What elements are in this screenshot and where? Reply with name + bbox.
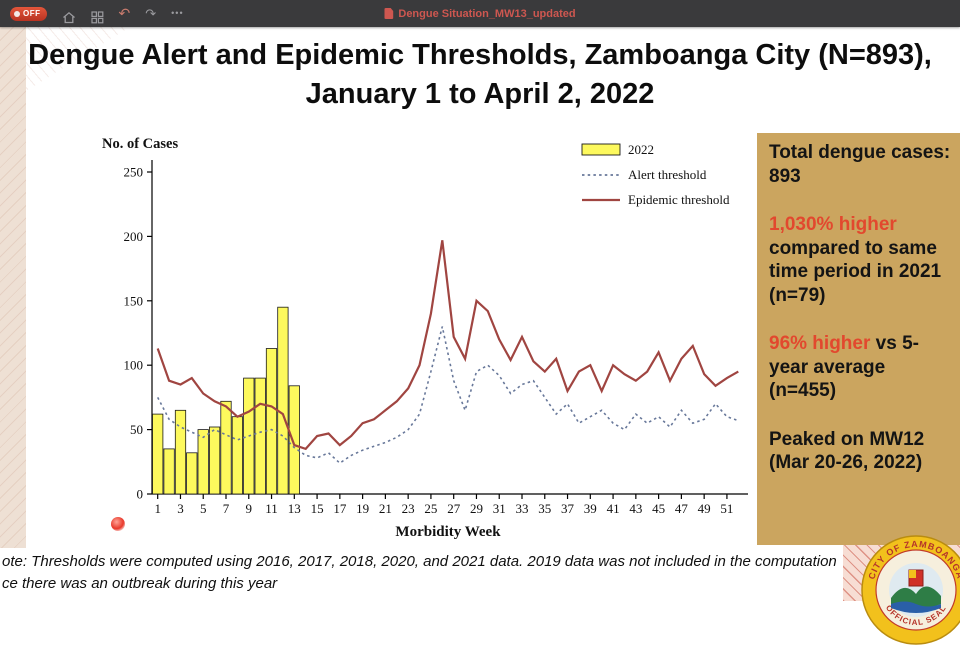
x-axis-label: Morbidity Week (395, 524, 501, 540)
home-icon[interactable] (62, 4, 76, 24)
x-tick-label: 29 (470, 501, 483, 516)
x-tick-label: 43 (629, 501, 642, 516)
y-tick-label: 150 (124, 293, 144, 308)
footnote-line2: ce there was an outbreak during this yea… (2, 575, 278, 592)
chart-legend: 2022 Alert threshold Epidemic threshold (581, 142, 730, 207)
slide-title-line2: January 1 to April 2, 2022 (305, 78, 655, 110)
redo-icon[interactable]: ↷ (145, 6, 157, 21)
x-tick-label: 31 (493, 501, 506, 516)
footnote: ote: Thresholds were computed using 2016… (2, 551, 942, 595)
footnote-line1: ote: Thresholds were computed using 2016… (2, 553, 837, 570)
document-title-bar: Dengue Situation_MW13_updated (384, 7, 576, 20)
increase-vs-average-text: 96% higher vs 5-year average (n=455) (769, 333, 919, 401)
x-tick-label: 49 (698, 501, 711, 516)
x-tick-label: 23 (402, 501, 415, 516)
x-tick-label: 17 (333, 501, 347, 516)
y-axis-label: No. of Cases (102, 136, 178, 152)
x-tick-label: 13 (288, 501, 301, 516)
x-tick-label: 1 (154, 501, 161, 516)
x-tick-label: 37 (561, 501, 575, 516)
x-tick-label: 11 (265, 501, 278, 516)
y-tick-label: 0 (137, 487, 144, 502)
x-tick-label: 27 (447, 501, 461, 516)
x-tick-label: 15 (311, 501, 324, 516)
record-badge[interactable]: OFF (10, 6, 47, 21)
svg-text:Epidemic threshold: Epidemic threshold (628, 192, 730, 207)
x-tick-label: 9 (246, 501, 253, 516)
x-tick-label: 5 (200, 501, 207, 516)
seal-shield-quarter (909, 570, 916, 578)
document-title: Dengue Situation_MW13_updated (398, 7, 576, 20)
y-tick-label: 250 (124, 165, 144, 180)
y-tick-label: 200 (124, 229, 144, 244)
x-tick-label: 35 (538, 501, 551, 516)
peak-week-text: Peaked on MW12 (Mar 20-26, 2022) (769, 428, 925, 474)
svg-text:Alert threshold: Alert threshold (628, 167, 707, 182)
total-cases-text: Total dengue cases: 893 (769, 142, 951, 187)
x-tick-label: 25 (424, 501, 437, 516)
left-edge-strip (0, 27, 26, 548)
bar-series-2022 (152, 306, 300, 495)
record-label: OFF (23, 9, 41, 18)
x-tick-label: 3 (177, 501, 184, 516)
svg-text:2022: 2022 (628, 142, 654, 157)
dengue-threshold-chart: 0 50 100 150 200 250 1 3 5 7 9 11 13 15 17 19 21 23 25 27 29… (88, 130, 760, 558)
x-tick-label: 51 (720, 501, 733, 516)
x-tick-label: 21 (379, 501, 392, 516)
epidemic-threshold-line (156, 240, 739, 451)
x-tick-label: 41 (607, 501, 620, 516)
laser-pointer-dot (111, 517, 125, 531)
x-tick-label: 19 (356, 501, 369, 516)
toolbar-left-controls: OFF ↶ ↷ ••• (10, 0, 184, 27)
alert-threshold-line (156, 326, 739, 465)
increase-vs-2021-text: 1,030% higher compared to same time peri… (769, 214, 942, 306)
x-tick-label: 33 (516, 501, 529, 516)
slide-title: Dengue Alert and Epidemic Thresholds, Za… (0, 36, 960, 114)
y-tick-label: 100 (124, 358, 144, 373)
slide-title-line1: Dengue Alert and Epidemic Thresholds, Za… (28, 39, 932, 71)
x-tick-label: 47 (675, 501, 689, 516)
summary-panel: Total dengue cases: 893 1,030% higher co… (757, 133, 960, 545)
y-tick-label: 50 (130, 422, 143, 437)
app-toolbar: OFF ↶ ↷ ••• Dengue Situation_MW13_update… (0, 0, 960, 27)
grid-icon[interactable] (90, 4, 104, 24)
x-tick-label: 45 (652, 501, 665, 516)
x-tick-label: 7 (223, 501, 230, 516)
x-tick-label: 39 (584, 501, 597, 516)
document-icon (384, 8, 394, 19)
zamboanga-city-seal: CITY OF ZAMBOANGA OFFICIAL SEAL (860, 534, 960, 646)
more-icon[interactable]: ••• (171, 8, 184, 18)
record-dot-icon (14, 10, 20, 17)
undo-icon[interactable]: ↶ (118, 5, 131, 21)
